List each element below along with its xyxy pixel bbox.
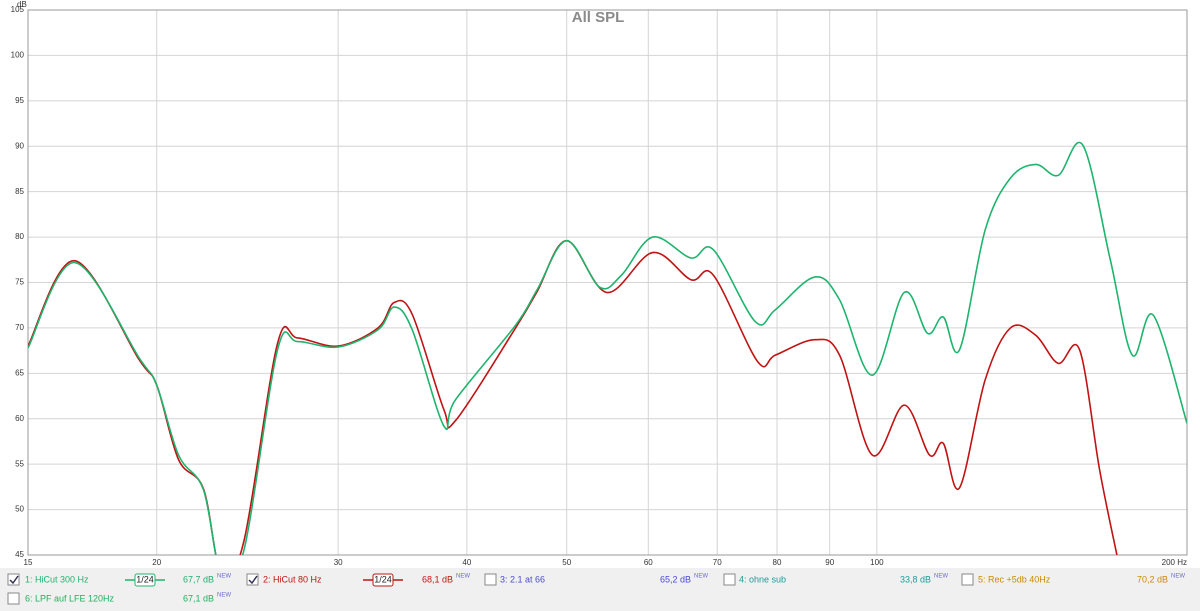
smoothing-label: 1/24 xyxy=(374,574,392,584)
smoothing-label: 1/24 xyxy=(136,574,154,584)
trace-name: 4: ohne sub xyxy=(739,574,786,584)
level-tag: NEW xyxy=(1171,574,1185,580)
check-mark xyxy=(248,575,258,585)
x-tick-label: 70 xyxy=(713,558,722,567)
trace-level: 67,7 dB xyxy=(183,574,214,584)
legend-panel xyxy=(0,568,1200,611)
x-tick-label: 30 xyxy=(334,558,343,567)
trace-level: 33,8 dB xyxy=(900,574,931,584)
checkbox[interactable] xyxy=(246,573,259,586)
smoothing-box[interactable] xyxy=(134,573,156,587)
y-tick-label: 85 xyxy=(15,187,24,196)
check-mark xyxy=(9,575,19,585)
trace-level: 68,1 dB xyxy=(422,574,453,584)
x-tick-label: 100 xyxy=(870,558,884,567)
x-tick-label: 40 xyxy=(462,558,471,567)
y-tick-label: 55 xyxy=(15,459,24,468)
level-tag: NEW xyxy=(456,574,470,580)
level-tag: NEW xyxy=(217,574,231,580)
trace-name: 5: Rec +5db 40Hz xyxy=(978,574,1051,584)
checkbox[interactable] xyxy=(723,573,736,586)
y-tick-label: 70 xyxy=(15,323,24,332)
trace-level: 70,2 dB xyxy=(1137,574,1168,584)
y-tick-label: 105 xyxy=(11,5,25,14)
y-axis-label: dB xyxy=(17,0,27,9)
y-tick-label: 90 xyxy=(15,141,24,150)
level-tag: NEW xyxy=(694,574,708,580)
trace-name: 1: HiCut 300 Hz xyxy=(25,574,89,584)
y-tick-label: 80 xyxy=(15,232,24,241)
spl-curve xyxy=(28,141,1187,555)
y-tick-label: 75 xyxy=(15,278,24,287)
y-tick-label: 45 xyxy=(15,550,24,559)
y-tick-label: 65 xyxy=(15,368,24,377)
smoothing-box[interactable] xyxy=(372,573,394,587)
trace-level: 65,2 dB xyxy=(660,574,691,584)
trace-name: 6: LPF auf LFE 120Hz xyxy=(25,593,115,603)
plot-frame xyxy=(27,9,1188,556)
x-tick-label: 90 xyxy=(825,558,834,567)
chart-title: All SPL xyxy=(572,9,625,26)
x-tick-label: 20 xyxy=(152,558,161,567)
x-tick-label: 60 xyxy=(644,558,653,567)
trace-name: 3: 2.1 at 66 xyxy=(500,574,545,584)
trace-level: 67,1 dB xyxy=(183,593,214,603)
x-tick-label: 15 xyxy=(24,558,33,567)
x-tick-label: 50 xyxy=(562,558,571,567)
y-tick-label: 95 xyxy=(15,96,24,105)
level-tag: NEW xyxy=(217,593,231,599)
checkbox[interactable] xyxy=(484,573,497,586)
checkbox[interactable] xyxy=(7,592,20,605)
y-tick-label: 100 xyxy=(11,51,25,60)
trace-name: 2: HiCut 80 Hz xyxy=(263,574,322,584)
y-tick-label: 60 xyxy=(15,414,24,423)
x-tick-label: 200 Hz xyxy=(1162,558,1187,567)
checkbox[interactable] xyxy=(7,573,20,586)
level-tag: NEW xyxy=(934,574,948,580)
checkbox[interactable] xyxy=(961,573,974,586)
x-tick-label: 80 xyxy=(773,558,782,567)
y-tick-label: 50 xyxy=(15,505,24,514)
